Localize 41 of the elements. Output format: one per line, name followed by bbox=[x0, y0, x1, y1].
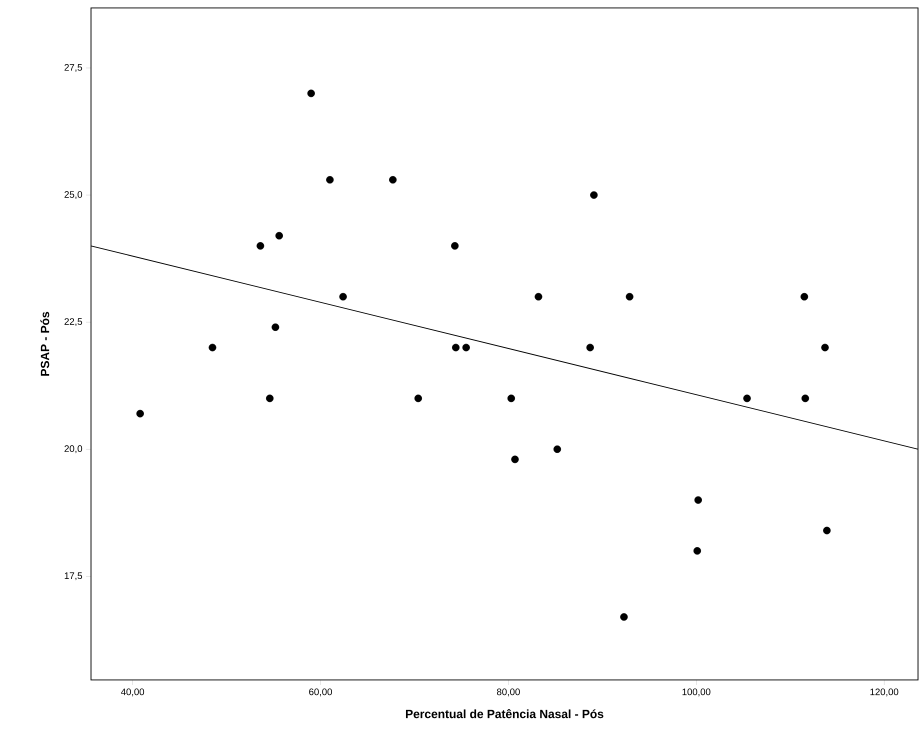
x-axis-title: Percentual de Patência Nasal - Pós bbox=[406, 709, 604, 718]
point bbox=[452, 344, 460, 352]
y-tick-label: 20,0 bbox=[64, 445, 82, 454]
point bbox=[693, 547, 702, 555]
point bbox=[823, 526, 831, 534]
point bbox=[451, 242, 459, 250]
point bbox=[507, 394, 516, 402]
x-tick-label: 120,00 bbox=[870, 688, 898, 696]
point bbox=[275, 232, 283, 240]
point bbox=[326, 176, 334, 184]
point bbox=[534, 292, 542, 301]
point bbox=[339, 292, 347, 301]
point bbox=[821, 344, 829, 352]
point bbox=[800, 292, 808, 301]
point bbox=[620, 613, 628, 621]
point bbox=[511, 456, 519, 464]
x-tick-label: 80,00 bbox=[496, 688, 520, 696]
point bbox=[743, 394, 751, 402]
y-tick-label: 22,5 bbox=[64, 318, 82, 326]
y-tick-label: 25,0 bbox=[64, 191, 82, 199]
y-tick-label: 27,5 bbox=[64, 64, 82, 72]
point bbox=[626, 292, 634, 301]
point bbox=[272, 323, 280, 332]
point bbox=[307, 90, 315, 98]
point bbox=[208, 344, 216, 352]
point bbox=[462, 344, 470, 352]
point bbox=[553, 445, 562, 454]
point bbox=[586, 344, 594, 352]
point bbox=[256, 242, 264, 250]
point bbox=[414, 394, 422, 402]
x-tick-label: 60,00 bbox=[309, 688, 332, 696]
point bbox=[389, 176, 397, 184]
point bbox=[266, 394, 274, 402]
point bbox=[590, 191, 598, 199]
x-tick-label: 40,00 bbox=[121, 688, 144, 696]
y-tick-label: 17,5 bbox=[64, 572, 82, 580]
point bbox=[136, 410, 144, 418]
x-tick-label: 100,00 bbox=[682, 688, 710, 696]
point bbox=[801, 394, 810, 402]
y-axis-title: PSAP - Pós bbox=[40, 312, 50, 376]
point bbox=[694, 496, 702, 504]
